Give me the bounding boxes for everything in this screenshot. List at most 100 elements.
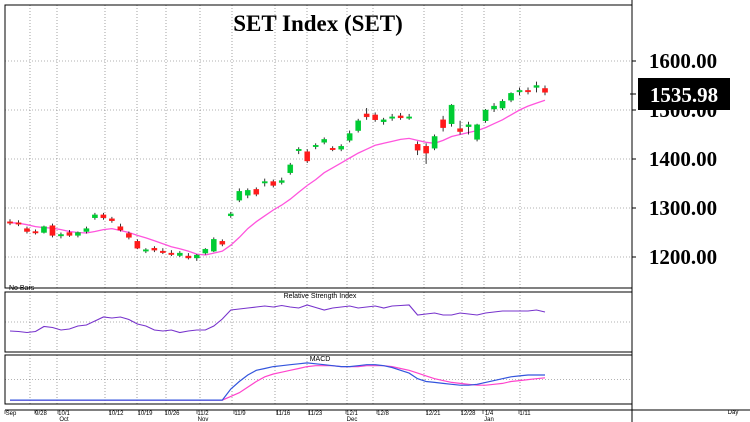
candle-up	[474, 123, 480, 142]
candle-body	[542, 88, 548, 93]
x-tick-label: 12/21	[425, 411, 441, 417]
candle-down	[32, 229, 39, 235]
candle-up	[227, 211, 234, 218]
candle-body	[83, 228, 90, 232]
candle-body	[261, 181, 268, 184]
candle-body	[236, 191, 243, 201]
candle-up	[389, 113, 395, 121]
x-tick-label: 12/28	[460, 411, 476, 417]
candle-body	[508, 93, 514, 101]
x-tick-label: 12/8	[377, 411, 389, 417]
candle-body	[58, 234, 64, 237]
candle-up	[321, 137, 328, 145]
candle-down	[66, 230, 73, 237]
candle-body	[474, 124, 480, 140]
moving-average	[9, 99, 546, 256]
candle-body	[49, 225, 56, 236]
candle-up	[211, 237, 217, 253]
candle-down	[185, 253, 192, 260]
rsi-line	[9, 304, 546, 334]
x-tick-label: Sep	[6, 411, 17, 417]
candle-body	[329, 148, 336, 150]
candle-body	[109, 218, 115, 221]
candle-down	[7, 219, 13, 226]
candle-body	[491, 105, 497, 110]
rsi-title: Relative Strength Index	[284, 293, 357, 300]
candle-body	[363, 113, 370, 118]
last-value-box: 1535.98	[638, 78, 730, 110]
x-axis-labels: Sep 9/28 10/1 10/12 10/19 10/26 11/2 11/9 11/16 1…	[4, 410, 531, 422]
month-label: Oct	[59, 417, 69, 422]
candle-body	[499, 100, 506, 109]
candle-body	[397, 115, 404, 119]
candle-body	[423, 146, 429, 154]
candle-body	[244, 190, 251, 196]
candle-up	[448, 104, 455, 127]
candle-up	[346, 130, 353, 143]
candle-body	[227, 213, 234, 217]
candle-body	[66, 232, 73, 236]
candle-up	[312, 143, 319, 150]
candle-up	[202, 248, 209, 255]
rsi-line	[9, 304, 546, 334]
candle-body	[211, 239, 217, 252]
candle-body	[355, 120, 361, 131]
candle-body	[278, 180, 285, 183]
x-tick-label: 10/12	[108, 411, 124, 417]
candle-down	[414, 141, 421, 156]
candle-up	[491, 103, 497, 112]
candle-up	[83, 226, 90, 234]
candle-up	[499, 99, 506, 110]
candle-body	[168, 252, 175, 255]
candle-down	[372, 112, 378, 122]
candle-body	[304, 151, 311, 162]
month-label: Nov	[198, 417, 209, 422]
candle-body	[41, 226, 47, 233]
x-tick-label: 9/28	[35, 411, 47, 417]
period-label: Day	[728, 410, 739, 416]
candle-body	[134, 241, 141, 249]
candle-up	[143, 248, 149, 254]
candle-body	[92, 214, 98, 219]
panel-frame-2	[4, 291, 633, 353]
candle-down	[542, 85, 548, 96]
y-tick-label: 1200.00	[649, 245, 717, 269]
candle-up	[278, 177, 285, 185]
candle-body	[151, 247, 158, 251]
candle-body	[75, 232, 81, 236]
candle-up	[92, 212, 98, 220]
candle-body	[287, 164, 294, 173]
candle-up	[244, 188, 251, 199]
candle-body	[440, 119, 446, 128]
candle-down	[270, 179, 277, 188]
y-tick-label: 1600.00	[649, 49, 717, 73]
candle-up	[508, 92, 514, 103]
candle-body	[525, 90, 531, 93]
candle-up	[236, 188, 243, 203]
chart-title: SET Index (SET)	[233, 11, 403, 36]
candle-body	[372, 114, 378, 121]
candle-up	[338, 144, 344, 152]
candle-down	[525, 87, 531, 95]
candle-up	[406, 113, 412, 120]
candle-down	[168, 250, 175, 257]
candle-up	[482, 109, 489, 123]
x-tick-label: 10/19	[137, 411, 153, 417]
candle-down	[151, 246, 158, 253]
candle-body	[457, 128, 463, 132]
candle-body	[295, 148, 302, 151]
candle-body	[185, 255, 192, 259]
candle-down	[253, 187, 260, 197]
candle-down	[457, 120, 463, 135]
candle-down	[134, 239, 141, 250]
x-tick-label: 11/2	[197, 411, 209, 417]
x-tick-label: 1/4	[485, 411, 494, 417]
candle-body	[202, 248, 209, 254]
month-label: Jan	[484, 417, 494, 422]
candle-down	[160, 248, 166, 255]
candle-body	[321, 139, 328, 143]
candle-up	[295, 147, 302, 155]
candle-down	[440, 115, 446, 132]
candle-up	[75, 231, 81, 238]
